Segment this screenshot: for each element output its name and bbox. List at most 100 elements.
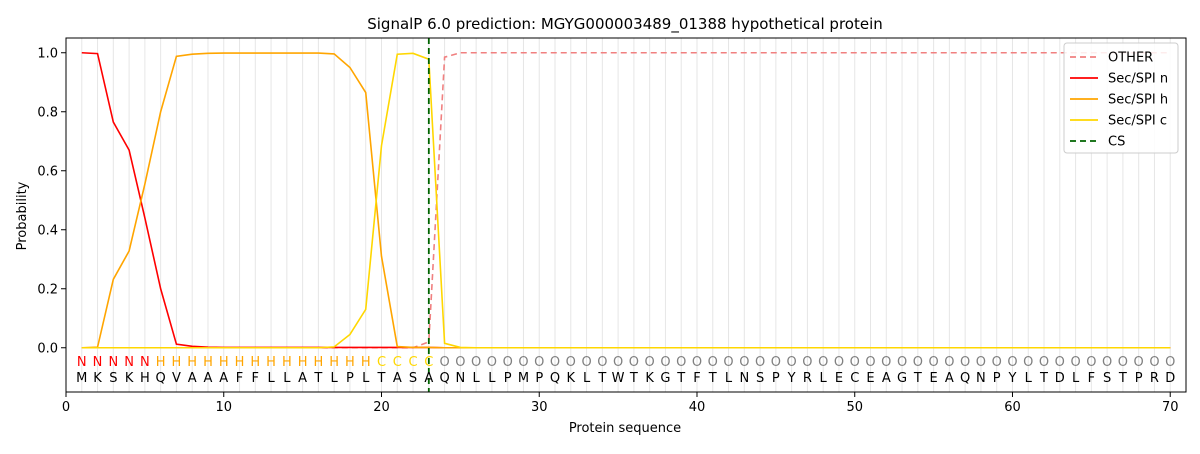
chart-title: SignalP 6.0 prediction: MGYG000003489_01… xyxy=(367,15,883,34)
residue-label: A xyxy=(945,371,954,386)
region-label: N xyxy=(77,355,87,370)
region-label: H xyxy=(282,355,292,370)
residue-label: T xyxy=(913,371,922,386)
region-label: O xyxy=(1039,355,1049,370)
residue-label: H xyxy=(140,371,150,386)
x-tick-label: 10 xyxy=(215,400,232,415)
residue-label: G xyxy=(897,371,907,386)
residue-label: N xyxy=(976,371,986,386)
region-label: O xyxy=(692,355,702,370)
x-tick-label: 20 xyxy=(373,400,390,415)
region-label: O xyxy=(1007,355,1017,370)
region-label: O xyxy=(739,355,749,370)
residue-label: V xyxy=(172,371,181,386)
residue-label: L xyxy=(725,371,733,386)
region-label: O xyxy=(723,355,733,370)
region-label: O xyxy=(1165,355,1175,370)
region-label: O xyxy=(1102,355,1112,370)
residue-label: T xyxy=(629,371,638,386)
residue-label: Q xyxy=(960,371,970,386)
region-label: O xyxy=(802,355,812,370)
region-label: O xyxy=(944,355,954,370)
residue-label: L xyxy=(820,371,828,386)
plot-area: NMNKNSNKNHHQHVHAHAHAHFHFHLHLHAHTHLHPHLCT… xyxy=(37,37,1187,415)
legend-frame xyxy=(1063,42,1179,154)
region-label: O xyxy=(581,355,591,370)
residue-label: T xyxy=(1039,371,1048,386)
residue-label: L xyxy=(583,371,591,386)
region-label: O xyxy=(913,355,923,370)
x-axis-label: Protein sequence xyxy=(569,421,681,436)
region-label: O xyxy=(834,355,844,370)
region-label: O xyxy=(660,355,670,370)
residue-label: L xyxy=(1072,371,1080,386)
series-line-sec-spi-n xyxy=(81,51,1171,349)
residue-label: Q xyxy=(156,371,166,386)
residue-label: A xyxy=(204,371,213,386)
region-label: O xyxy=(1086,355,1096,370)
residue-label: T xyxy=(597,371,606,386)
residue-label: E xyxy=(866,371,874,386)
residue-label: D xyxy=(1165,371,1175,386)
region-label: C xyxy=(393,355,402,370)
region-label: H xyxy=(235,355,245,370)
region-label: O xyxy=(976,355,986,370)
region-label: O xyxy=(865,355,875,370)
legend-entry: OTHER xyxy=(1108,51,1153,66)
region-label: O xyxy=(597,355,607,370)
residue-label: K xyxy=(125,371,134,386)
region-label: N xyxy=(93,355,103,370)
region-label: O xyxy=(881,355,891,370)
residue-label: S xyxy=(1103,371,1111,386)
residue-label: S xyxy=(756,371,764,386)
residue-label: E xyxy=(929,371,937,386)
region-label: O xyxy=(1055,355,1065,370)
residue-label: S xyxy=(109,371,117,386)
residue-label: N xyxy=(455,371,465,386)
region-label: O xyxy=(1023,355,1033,370)
region-label: O xyxy=(471,355,481,370)
residue-label: F xyxy=(236,371,243,386)
region-label: O xyxy=(503,355,513,370)
residue-label: C xyxy=(850,371,859,386)
residue-label: A xyxy=(219,371,228,386)
region-label: H xyxy=(187,355,197,370)
residue-label: P xyxy=(535,371,543,386)
y-axis-label: Probability xyxy=(15,181,30,250)
region-label: O xyxy=(992,355,1002,370)
region-label: O xyxy=(850,355,860,370)
residue-label: T xyxy=(676,371,685,386)
region-label: H xyxy=(298,355,308,370)
residue-label: S xyxy=(409,371,417,386)
residue-label: T xyxy=(708,371,717,386)
residue-label: P xyxy=(346,371,354,386)
region-label: O xyxy=(487,355,497,370)
y-tick-label: 0.4 xyxy=(37,223,58,238)
region-label: O xyxy=(676,355,686,370)
region-label: O xyxy=(550,355,560,370)
residue-label: W xyxy=(612,371,625,386)
region-label: O xyxy=(897,355,907,370)
region-label: C xyxy=(424,355,433,370)
region-label: H xyxy=(266,355,276,370)
region-label: O xyxy=(613,355,623,370)
residue-label: L xyxy=(1025,371,1033,386)
y-tick-label: 1.0 xyxy=(37,46,58,61)
region-label: O xyxy=(818,355,828,370)
y-tick-label: 0.0 xyxy=(37,341,58,356)
region-label: O xyxy=(787,355,797,370)
residue-label: K xyxy=(93,371,102,386)
region-label: H xyxy=(361,355,371,370)
residue-label: R xyxy=(1150,371,1159,386)
residue-label: F xyxy=(252,371,259,386)
series-line-sec-spi-h xyxy=(81,52,1171,349)
legend: OTHER Sec/SPI n Sec/SPI h Sec/SPI c CS xyxy=(1063,42,1179,154)
residue-label: T xyxy=(313,371,322,386)
residue-label: Q xyxy=(550,371,560,386)
residue-label: K xyxy=(645,371,654,386)
residue-label: A xyxy=(298,371,307,386)
residue-label: A xyxy=(393,371,402,386)
residue-label: M xyxy=(76,371,87,386)
residue-label: L xyxy=(488,371,496,386)
